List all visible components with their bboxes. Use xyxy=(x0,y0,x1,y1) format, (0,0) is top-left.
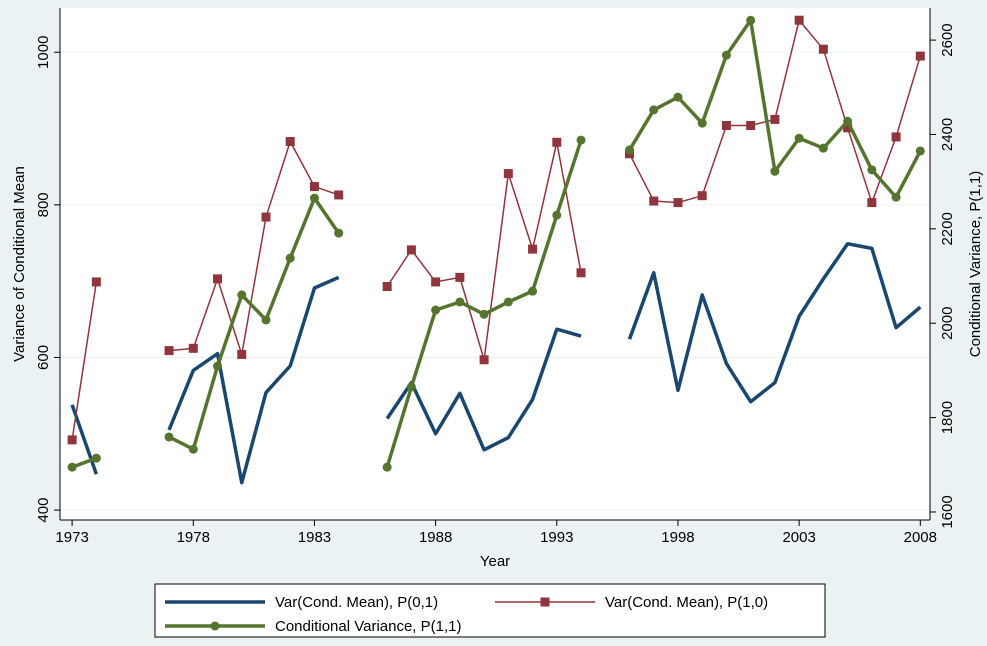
marker xyxy=(237,290,247,300)
marker xyxy=(285,137,295,147)
marker xyxy=(649,105,659,115)
marker xyxy=(794,15,804,25)
marker xyxy=(455,272,465,282)
legend-marker xyxy=(540,597,550,607)
x-tick-label: 1998 xyxy=(661,529,694,546)
y2-tick-label: 2400 xyxy=(939,118,956,151)
legend-marker xyxy=(210,621,220,631)
legend-label: Var(Cond. Mean), P(1,0) xyxy=(605,594,768,611)
marker xyxy=(261,315,271,325)
marker xyxy=(552,210,562,220)
marker xyxy=(431,277,441,287)
marker xyxy=(891,132,901,142)
marker xyxy=(721,50,731,60)
x-tick-label: 1978 xyxy=(177,529,210,546)
marker xyxy=(164,346,174,356)
marker xyxy=(843,123,853,133)
x-tick-label: 2008 xyxy=(904,529,937,546)
marker xyxy=(818,44,828,54)
marker xyxy=(867,165,877,175)
y2-axis-title: Conditional Variance, P(1,1) xyxy=(967,171,984,358)
marker xyxy=(503,297,513,307)
marker xyxy=(746,121,756,131)
marker xyxy=(91,277,101,287)
marker xyxy=(576,135,586,145)
marker xyxy=(552,137,562,147)
marker xyxy=(721,121,731,131)
marker xyxy=(528,244,538,254)
marker xyxy=(891,192,901,202)
y-axis-title: Variance of Conditional Mean xyxy=(11,166,28,362)
x-tick-label: 1973 xyxy=(55,529,88,546)
x-tick-label: 1988 xyxy=(419,529,452,546)
marker xyxy=(309,193,319,203)
marker xyxy=(746,15,756,25)
marker xyxy=(67,435,77,445)
marker xyxy=(431,305,441,315)
marker xyxy=(528,286,538,296)
marker xyxy=(479,355,489,365)
marker xyxy=(188,343,198,353)
marker xyxy=(309,182,319,192)
marker xyxy=(576,268,586,278)
marker xyxy=(867,198,877,208)
marker xyxy=(382,282,392,292)
y2-tick-label: 2600 xyxy=(939,23,956,56)
y-tick-label: 1000 xyxy=(35,36,52,69)
legend-label: Conditional Variance, P(1,1) xyxy=(275,618,462,635)
marker xyxy=(673,92,683,102)
marker xyxy=(818,143,828,153)
marker xyxy=(406,245,416,255)
marker xyxy=(285,253,295,263)
series-line xyxy=(71,18,922,469)
marker xyxy=(334,190,344,200)
marker xyxy=(649,196,659,206)
marker xyxy=(697,191,707,201)
marker xyxy=(334,228,344,238)
marker xyxy=(624,145,634,155)
marker xyxy=(455,297,465,307)
marker xyxy=(915,146,925,156)
y-tick-label: 600 xyxy=(35,345,52,370)
marker xyxy=(673,198,683,208)
y-tick-label: 400 xyxy=(35,498,52,523)
y2-tick-label: 1800 xyxy=(939,401,956,434)
marker xyxy=(503,169,513,179)
marker xyxy=(697,118,707,128)
marker xyxy=(91,453,101,463)
marker xyxy=(915,51,925,61)
y2-tick-label: 1600 xyxy=(939,495,956,528)
marker xyxy=(770,166,780,176)
marker xyxy=(164,432,174,442)
marker xyxy=(843,116,853,126)
x-axis-title: Year xyxy=(480,553,510,570)
x-tick-label: 1983 xyxy=(298,529,331,546)
y2-tick-label: 2200 xyxy=(939,212,956,245)
y2-tick-label: 2000 xyxy=(939,307,956,340)
y-tick-label: 800 xyxy=(35,192,52,217)
legend-label: Var(Cond. Mean), P(0,1) xyxy=(275,594,438,611)
marker xyxy=(188,444,198,454)
marker xyxy=(213,274,223,284)
marker xyxy=(382,462,392,472)
plot-area xyxy=(60,8,930,520)
marker xyxy=(406,382,416,392)
legend-box xyxy=(154,583,826,638)
marker xyxy=(770,114,780,124)
x-tick-label: 2003 xyxy=(782,529,815,546)
marker xyxy=(213,361,223,371)
marker xyxy=(237,349,247,359)
marker xyxy=(479,309,489,319)
series-line xyxy=(70,242,922,485)
x-tick-label: 1993 xyxy=(540,529,573,546)
marker xyxy=(261,212,271,222)
series-line xyxy=(71,19,922,440)
marker xyxy=(794,133,804,143)
marker xyxy=(67,462,77,472)
